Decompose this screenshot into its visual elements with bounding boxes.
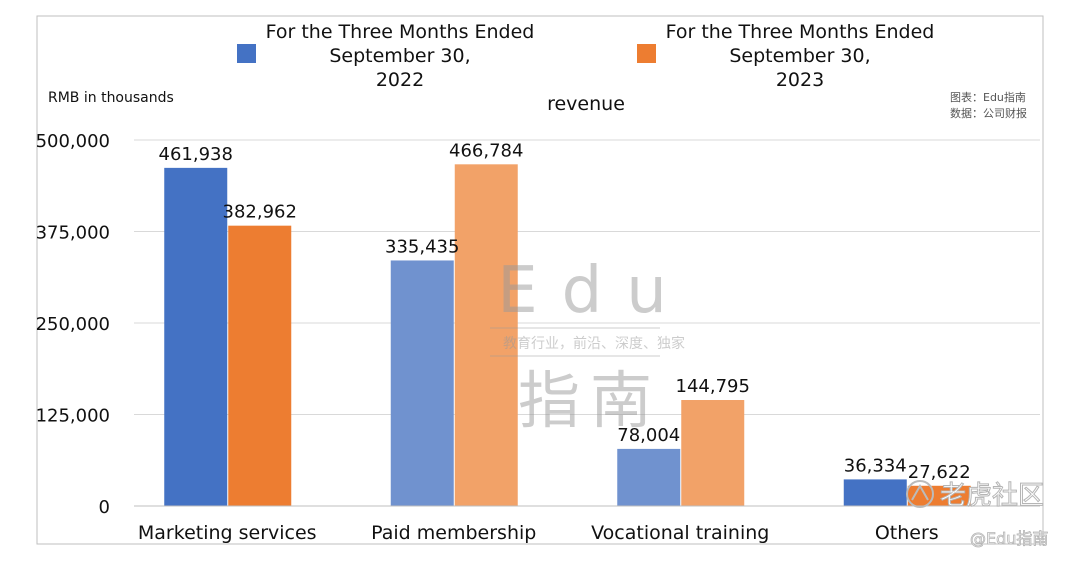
chart-title: revenue — [547, 93, 625, 115]
y-tick-label: 375,000 — [36, 223, 110, 244]
data-labels: 461,938 382,962 335,435 466,784 78,004 144,79… — [159, 140, 971, 482]
legend-label-2022-line-1: For the Three Months Ended — [266, 21, 535, 43]
data-label-2023-3: 27,622 — [908, 462, 971, 483]
watermark-cjk: 指南 — [518, 364, 662, 437]
category-label: Paid membership — [371, 522, 536, 544]
corner-watermark: 老虎社区 @Edu指南 — [906, 480, 1049, 548]
source-line-data: 数据：公司财报 — [950, 106, 1027, 120]
watermark-tagline: 教育行业，前沿、深度、独家 — [503, 335, 685, 352]
y-tick-label: 500,000 — [36, 131, 110, 152]
data-label-2023-2: 144,795 — [676, 376, 750, 397]
category-label: Marketing services — [138, 522, 317, 544]
bar-2023-2 — [681, 400, 745, 506]
y-tick-label: 250,000 — [36, 314, 110, 335]
data-label-2023-1: 466,784 — [449, 140, 523, 161]
data-label-2023-0: 382,962 — [223, 202, 297, 223]
y-tick-label: 125,000 — [36, 406, 110, 427]
category-labels: Marketing services Paid membership Vocatio… — [138, 522, 939, 544]
category-label: Vocational training — [591, 522, 769, 544]
center-watermark: Edu 教育行业，前沿、深度、独家 指南 — [490, 254, 691, 437]
category-label: Others — [875, 522, 939, 544]
legend-swatch-2023 — [637, 44, 656, 63]
legend-label-2023-line-3: 2023 — [776, 69, 824, 91]
legend-label-2023-line-2: September 30, — [729, 45, 870, 67]
legend-label-2022-line-3: 2022 — [376, 69, 424, 91]
watermark-latin: Edu — [497, 254, 691, 328]
y-axis-unit-label: RMB in thousands — [48, 90, 174, 106]
source-line-chart: 图表：Edu指南 — [950, 90, 1026, 104]
data-label-2022-3: 36,334 — [844, 455, 907, 476]
legend: For the Three Months Ended September 30,… — [237, 21, 934, 91]
legend-label-2023-line-1: For the Three Months Ended — [666, 21, 935, 43]
bar-2023-0 — [228, 225, 292, 506]
bar-2022-1 — [390, 260, 454, 506]
bar-2022-3 — [843, 479, 907, 506]
bar-2022-0 — [164, 167, 228, 506]
legend-swatch-2022 — [237, 44, 256, 63]
corner-logo-icon-stroke — [911, 483, 929, 501]
bar-2023-1 — [454, 164, 518, 506]
bars — [164, 164, 971, 506]
corner-logo-text: 老虎社区 — [940, 481, 1044, 511]
corner-logo-icon — [906, 480, 934, 508]
y-tick-labels: 0 125,000 250,000 375,000 500,000 — [36, 131, 110, 518]
legend-label-2022-line-2: September 30, — [329, 45, 470, 67]
bar-2022-2 — [617, 448, 681, 506]
data-label-2022-0: 461,938 — [159, 144, 233, 165]
data-label-2022-2: 78,004 — [617, 425, 680, 446]
data-label-2022-1: 335,435 — [385, 236, 459, 257]
corner-handle-text: @Edu指南 — [970, 529, 1048, 548]
y-tick-label: 0 — [99, 497, 110, 518]
